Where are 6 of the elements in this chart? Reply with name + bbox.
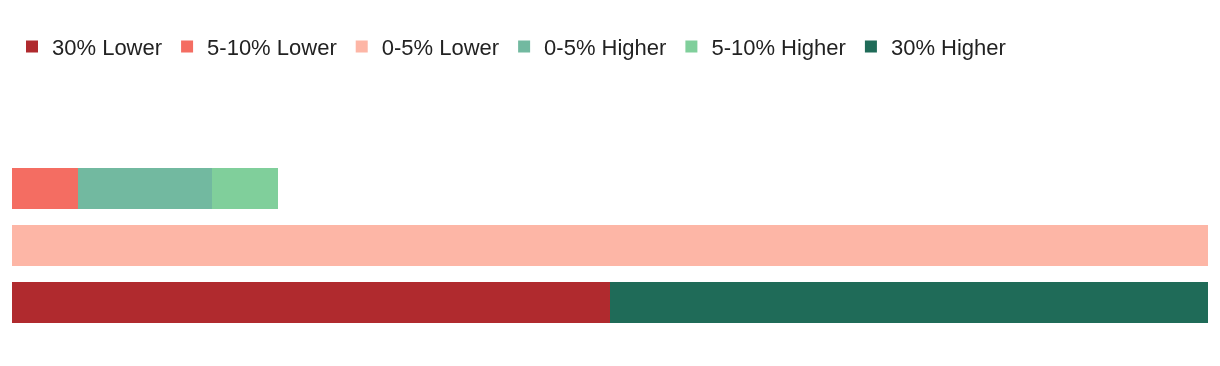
legend-label: 30% Higher [890,35,1006,60]
legend-label: 0-5% Lower [381,35,500,60]
legend-label: 5-10% Higher [711,35,846,60]
legend-label: 5-10% Lower [207,35,337,60]
legend-label: 0-5% Higher [544,35,667,60]
legend-label: 30% Lower [52,35,163,60]
